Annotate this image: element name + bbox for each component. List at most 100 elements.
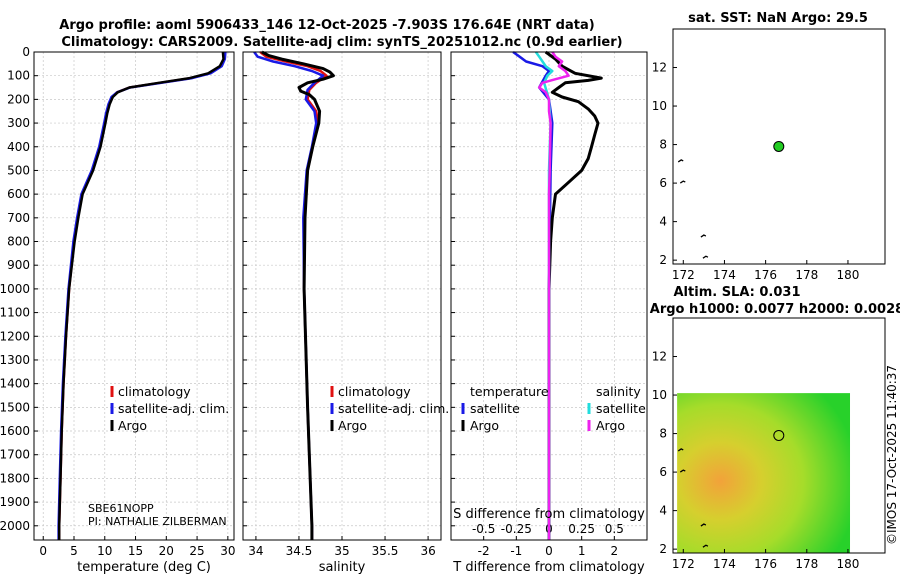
ytick-label: 800	[7, 235, 30, 249]
island-outline	[679, 469, 686, 473]
float-position-marker	[773, 140, 785, 152]
xtick-label: -2	[478, 544, 490, 558]
ytick-label: 1200	[0, 329, 30, 343]
imos-timestamp: ©IMOS 17-Oct-2025 11:40:37	[885, 365, 899, 545]
legend-label-argo: Argo	[118, 418, 147, 433]
panel-frame	[33, 51, 235, 541]
figure-title-line2: Climatology: CARS2009. Satellite-adj cli…	[61, 35, 622, 50]
ytick-label: 8	[659, 138, 667, 152]
island-outline	[679, 180, 686, 184]
legend-header-salinity: salinity	[596, 384, 641, 399]
xtick-label: 25	[189, 544, 204, 558]
sla-map-title-line2: Argo h1000: 0.0077 h2000: 0.0028	[650, 302, 900, 317]
xtick-label: 172	[672, 268, 695, 282]
ytick-label: 1000	[0, 282, 30, 296]
xtick-label: -1	[510, 544, 522, 558]
ytick-label: 1700	[0, 448, 30, 462]
legend-label-t-argo: Argo	[470, 418, 499, 433]
ytick-label: 1300	[0, 353, 30, 367]
legend-label-s-argo: Argo	[596, 418, 625, 433]
ytick-label: 2	[659, 542, 667, 556]
ytick-label: 4	[659, 215, 667, 229]
difference-panel: -2 -1 0 1 2-0.5 -0.25 0 0.25 0.5	[450, 50, 648, 558]
xtick-label: 178	[795, 268, 818, 282]
ytick-label: 6	[659, 176, 667, 190]
ytick-label: 1800	[0, 471, 30, 485]
xtick-label: 20	[159, 544, 174, 558]
xtick-label: 36	[420, 544, 435, 558]
temperature-panel: 0100200300400500600700800900100011001200…	[0, 45, 235, 558]
xtick-label: 176	[754, 268, 777, 282]
xtick-label: 180	[836, 557, 859, 571]
legend-label-satellite: satellite-adj. clim.	[338, 401, 449, 416]
ytick-label: 200	[7, 92, 30, 106]
sla-map-title-line1: Altim. SLA: 0.031	[674, 285, 801, 300]
salinity-panel: 34 34.5 35 35.5 36	[242, 50, 442, 558]
island-outline	[677, 448, 684, 452]
legend-label-satellite: satellite-adj. clim.	[118, 401, 229, 416]
ytick-label: 2000	[0, 519, 30, 533]
series-salinity-argo	[537, 51, 570, 540]
map-frame	[672, 317, 886, 554]
legend-label-argo: Argo	[338, 418, 367, 433]
xtick-label: 180	[836, 268, 859, 282]
legend-label-t-satellite: satellite	[470, 401, 520, 416]
ytick-label: 10	[652, 388, 667, 402]
xtick-label: 34.5	[286, 544, 313, 558]
xtick-label: 15	[128, 544, 143, 558]
s-xtick-label: -0.5	[472, 522, 495, 536]
pi-label: PI: NATHALIE ZILBERMAN	[88, 515, 227, 528]
xtick-label: 178	[795, 557, 818, 571]
series-temperature-argo	[544, 50, 603, 540]
series-argo	[261, 50, 335, 540]
island-outline	[677, 159, 684, 163]
island-outline	[700, 523, 707, 527]
ytick-label: 600	[7, 187, 30, 201]
xtick-label: 0	[39, 544, 47, 558]
salinity-xlabel: salinity	[319, 560, 366, 575]
ytick-label: 1500	[0, 400, 30, 414]
ytick-label: 12	[652, 61, 667, 75]
ytick-label: 0	[22, 45, 30, 59]
salinity-legend: climatology satellite-adj. clim. Argo	[330, 384, 449, 433]
legend-header-temperature: temperature	[470, 384, 549, 399]
s-xtick-label: -0.25	[501, 522, 532, 536]
xtick-label: 174	[713, 268, 736, 282]
xtick-label: 172	[672, 557, 695, 571]
ytick-label: 12	[652, 350, 667, 364]
temperature-xlabel: temperature (deg C)	[77, 560, 211, 575]
legend-label-climatology: climatology	[118, 384, 191, 399]
xtick-label: 30	[220, 544, 235, 558]
ytick-label: 1100	[0, 306, 30, 320]
sst-map-title: sat. SST: NaN Argo: 29.5	[688, 11, 868, 26]
ytick-label: 700	[7, 211, 30, 225]
series-temperature-satellite	[512, 50, 554, 540]
ytick-label: 6	[659, 465, 667, 479]
xtick-label: 176	[754, 557, 777, 571]
ytick-label: 100	[7, 69, 30, 83]
float-position-marker	[773, 429, 785, 441]
ytick-label: 8	[659, 427, 667, 441]
sla-map-panel: 2 4 6 8 10 12 172 174 176 178 180	[652, 317, 886, 571]
ytick-label: 10	[652, 99, 667, 113]
s-xtick-label: 0.5	[605, 522, 624, 536]
series-satellite-adj-clim-	[57, 51, 227, 540]
sla-field	[677, 393, 851, 553]
temperature-legend: climatology satellite-adj. clim. Argo	[110, 384, 229, 433]
series-climatology	[57, 51, 227, 540]
xtick-label: 35	[334, 544, 349, 558]
ytick-label: 300	[7, 116, 30, 130]
ytick-label: 1400	[0, 377, 30, 391]
panel-frame	[450, 51, 648, 541]
sst-map-panel: 2 4 6 8 10 12 172 174 176 178 180	[652, 28, 886, 282]
ytick-label: 400	[7, 140, 30, 154]
ytick-label: 1600	[0, 424, 30, 438]
s-xtick-label: 0.25	[568, 522, 595, 536]
xtick-label: 1	[578, 544, 586, 558]
legend-label-climatology: climatology	[338, 384, 411, 399]
panel-frame	[242, 51, 442, 541]
difference-legend: temperature salinity satellite Argo sate…	[461, 384, 646, 433]
instrument-label: SBE61NOPP	[88, 502, 154, 515]
xtick-label: 0	[545, 544, 553, 558]
